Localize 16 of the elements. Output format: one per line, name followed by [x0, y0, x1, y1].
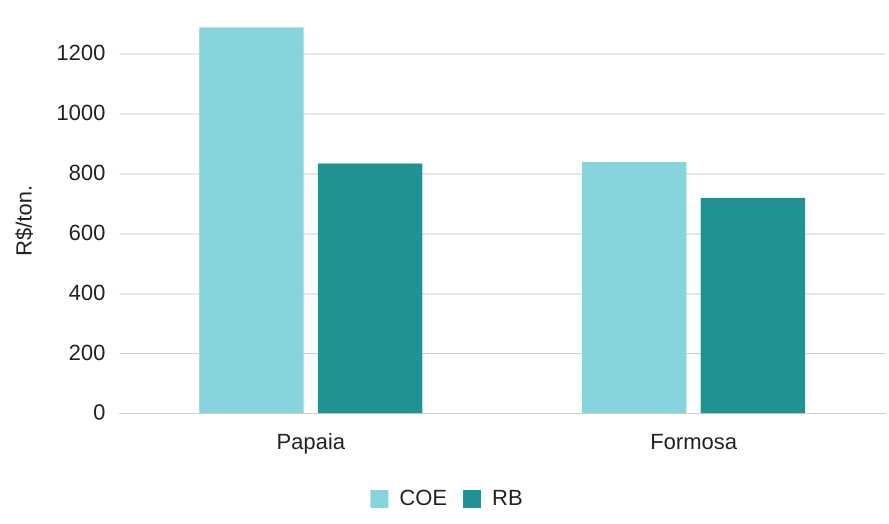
legend-label: COE [399, 485, 448, 510]
y-axis-title: R$/ton. [11, 184, 36, 256]
y-tick-label: 800 [68, 160, 106, 186]
bar [199, 27, 304, 414]
y-tick-label: 600 [68, 220, 106, 245]
bar [700, 198, 806, 414]
bar [318, 163, 422, 414]
y-tick-label: 1200 [56, 40, 106, 66]
legend-label: RB [492, 485, 523, 510]
y-tick-label: 400 [68, 280, 106, 305]
x-tick-label: Papaia [276, 428, 346, 454]
y-tick-label: 1000 [56, 100, 106, 126]
bar [582, 162, 686, 414]
y-tick-label: 0 [93, 400, 106, 425]
y-tick-label: 200 [68, 340, 106, 365]
x-tick-label: Formosa [650, 428, 738, 454]
